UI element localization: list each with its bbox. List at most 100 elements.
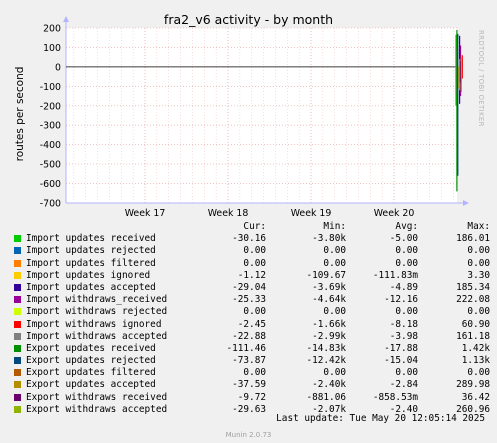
legend-swatch (14, 369, 21, 377)
legend-swatch (14, 405, 21, 413)
generator-label: Munin 2.0.73 (225, 431, 272, 439)
legend-max: 0.00 (467, 367, 490, 379)
legend-max: 0.00 (467, 306, 490, 318)
legend-min: -109.67 (306, 269, 346, 281)
legend-min: 0.00 (323, 245, 346, 257)
legend-avg: -858.53m (372, 391, 418, 403)
legend-avg: -2.84 (389, 379, 418, 391)
legend-avg: -12.16 (384, 294, 418, 306)
legend-swatch (14, 308, 21, 316)
legend-min: 0.00 (323, 306, 346, 318)
legend-cur: -30.16 (232, 233, 266, 245)
legend-swatch (14, 344, 21, 352)
legend-max: 161.18 (456, 330, 490, 342)
col-min-header: Min: (323, 221, 346, 232)
legend-max: 3.30 (467, 269, 490, 281)
legend-swatch (14, 259, 21, 267)
legend-name: Export updates filtered (26, 367, 156, 379)
y-tick-label: 100 (43, 43, 61, 54)
legend-min: -12.42k (306, 355, 346, 367)
legend-swatch (14, 393, 21, 401)
legend-header: Cur: Min: Avg: Max: (14, 221, 490, 233)
legend-item: Export updates rejected -73.87 -12.42k -15.… (14, 355, 490, 367)
rrdtool-watermark: RRDTOOL / TOBI OETIKER (477, 30, 485, 127)
legend-avg: -8.18 (389, 318, 418, 330)
legend-cur: -73.87 (232, 355, 266, 367)
legend-swatch (14, 357, 21, 365)
legend-cur: -2.45 (237, 318, 266, 330)
legend-min: -2.07k (312, 403, 346, 415)
legend-item: Export withdraws accepted -29.63 -2.07k -2.… (14, 404, 490, 416)
legend-min: -2.99k (312, 330, 346, 342)
legend-cur: 0.00 (243, 367, 266, 379)
legend-cur: -111.46 (226, 342, 266, 354)
legend-name: Import updates filtered (26, 257, 156, 269)
legend-max: 289.98 (456, 379, 490, 391)
x-tick-label: Week 18 (208, 208, 249, 219)
legend-swatch (14, 235, 21, 243)
x-tick-label: Week 17 (125, 208, 166, 219)
legend-avg: 0.00 (395, 245, 418, 257)
legend-name: Export updates received (26, 342, 156, 354)
y-tick-label: -700 (40, 199, 61, 210)
legend-swatch (14, 332, 21, 340)
legend-min: -1.66k (312, 318, 346, 330)
legend-item: Export updates received -111.46 -14.83k -17… (14, 343, 490, 355)
legend-min: 0.00 (323, 367, 346, 379)
legend-max: 1.13k (461, 355, 490, 367)
legend-cur: -9.72 (237, 391, 266, 403)
legend-avg: 0.00 (395, 367, 418, 379)
legend-cur: -37.59 (232, 379, 266, 391)
legend-swatch (14, 283, 21, 291)
legend-min: 0.00 (323, 257, 346, 269)
chart-title: fra2_v6 activity - by month (163, 12, 334, 27)
legend-max: 260.96 (456, 403, 490, 415)
legend-item: Import updates rejected 0.00 0.00 0.00 0.00 (14, 245, 490, 257)
legend-cur: -25.33 (232, 294, 266, 306)
legend-name: Export updates accepted (26, 379, 156, 391)
col-avg-header: Avg: (395, 221, 418, 232)
legend-avg: -17.88 (384, 342, 418, 354)
x-tick-label: Week 20 (374, 208, 415, 219)
y-tick-label: 200 (43, 24, 61, 35)
legend-name: Import withdraws rejected (26, 306, 168, 318)
legend-rows: Import updates received -30.16 -3.80k -5.00… (14, 233, 490, 416)
col-cur-header: Cur: (243, 221, 266, 232)
legend-item: Import updates received -30.16 -3.80k -5.00… (14, 233, 490, 245)
x-axis-arrow (463, 200, 469, 206)
legend-item: Export updates filtered 0.00 0.00 0.00 0.00 (14, 367, 490, 379)
y-tick-label: -200 (40, 101, 61, 112)
legend-avg: -3.98 (389, 330, 418, 342)
legend-name: Import withdraws ignored (26, 318, 162, 330)
legend-cur: -22.88 (232, 330, 266, 342)
y-tick-label: 0 (55, 62, 61, 73)
legend-item: Export updates accepted -37.59 -2.40k -2.84… (14, 379, 490, 391)
legend-name: Export updates rejected (26, 355, 156, 367)
legend-max: 0.00 (467, 245, 490, 257)
legend-avg: -5.00 (389, 233, 418, 245)
legend-item: Import updates accepted -29.04 -3.69k -4.89… (14, 282, 490, 294)
legend-swatch (14, 381, 21, 389)
legend-name: Import updates accepted (26, 281, 156, 293)
legend-avg: 0.00 (395, 306, 418, 318)
legend-cur: -29.63 (232, 403, 266, 415)
legend-avg: 0.00 (395, 257, 418, 269)
legend-name: Export withdraws received (26, 391, 168, 403)
legend-swatch (14, 320, 21, 328)
legend-cur: -29.04 (232, 281, 266, 293)
legend-cur: -1.12 (237, 269, 266, 281)
col-max-header: Max: (467, 221, 490, 232)
legend-min: -3.69k (312, 281, 346, 293)
legend-item: Import withdraws rejected 0.00 0.00 0.00 0.0… (14, 306, 490, 318)
legend-cur: 0.00 (243, 245, 266, 257)
legend-item: Import withdraws_received -25.33 -4.64k -12… (14, 294, 490, 306)
legend-item: Import updates ignored -1.12 -109.67 -111.8… (14, 270, 490, 282)
legend-swatch (14, 296, 21, 304)
y-tick-label: -400 (40, 140, 61, 151)
legend-swatch (14, 247, 21, 255)
legend-item: Import updates filtered 0.00 0.00 0.00 0.00 (14, 258, 490, 270)
legend-min: -4.64k (312, 294, 346, 306)
legend-avg: -111.83m (372, 269, 418, 281)
